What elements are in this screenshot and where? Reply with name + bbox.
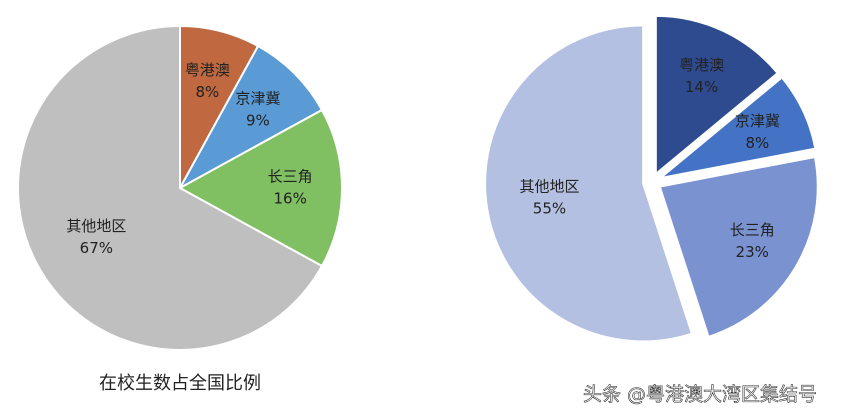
slice-value-label: 67% — [80, 239, 113, 257]
slice-label: 粤港澳 — [185, 61, 230, 79]
slice-label: 其他地区 — [519, 178, 579, 196]
pie-slice — [177, 44, 324, 191]
slice-label: 长三角 — [268, 168, 313, 186]
pie-slice — [17, 24, 324, 351]
pie-slice — [659, 76, 817, 180]
watermark: 头条 @粤港澳大湾区集结号 — [583, 384, 817, 406]
slice-value-label: 23% — [736, 243, 769, 261]
slice-value-label: 8% — [195, 83, 219, 101]
slice-value-label: 55% — [533, 200, 566, 218]
slice-label: 京津冀 — [735, 112, 780, 130]
slice-value-label: 14% — [685, 78, 718, 96]
chart-title: 在校生数占全国比例 — [99, 373, 261, 394]
pie-slice — [658, 155, 819, 339]
slice-label: 粤港澳 — [679, 56, 724, 74]
slice-label: 京津冀 — [235, 90, 280, 108]
slice-label: 长三角 — [730, 221, 775, 239]
pie-slice — [654, 14, 779, 176]
slice-label: 其他地区 — [66, 217, 126, 235]
pie-slice — [177, 108, 343, 268]
pie-slice — [484, 24, 694, 343]
slice-value-label: 8% — [745, 134, 769, 152]
slice-value-label: 9% — [246, 112, 270, 130]
slice-value-label: 16% — [273, 190, 306, 208]
